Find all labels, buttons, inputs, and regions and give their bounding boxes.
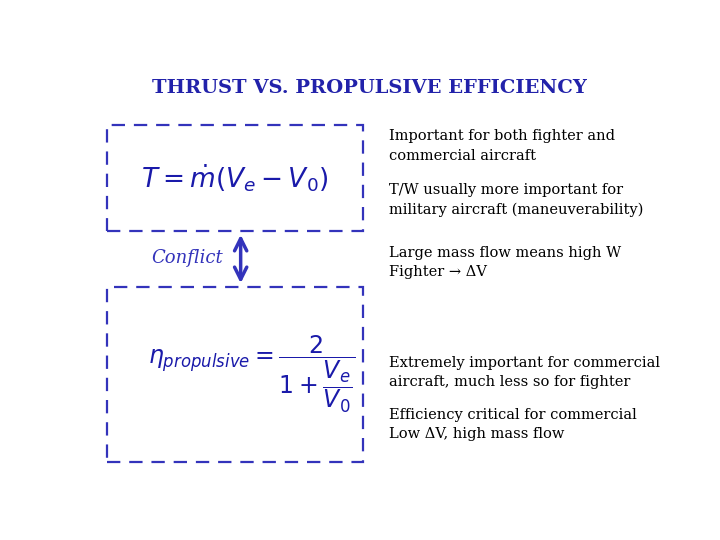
Text: T/W usually more important for
military aircraft (maneuverability): T/W usually more important for military … <box>389 183 643 218</box>
FancyBboxPatch shape <box>107 287 364 462</box>
Text: Efficiency critical for commercial
Low ΔV, high mass flow: Efficiency critical for commercial Low Δ… <box>389 408 636 441</box>
Text: THRUST VS. PROPULSIVE EFFICIENCY: THRUST VS. PROPULSIVE EFFICIENCY <box>152 79 586 97</box>
Text: $\eta_{propulsive} = \dfrac{2}{1 + \dfrac{V_e}{V_0}}$: $\eta_{propulsive} = \dfrac{2}{1 + \dfra… <box>148 334 356 415</box>
Text: $T = \dot{m}(V_e - V_0)$: $T = \dot{m}(V_e - V_0)$ <box>141 162 329 194</box>
Text: Large mass flow means high W
Fighter → ΔV: Large mass flow means high W Fighter → Δ… <box>389 246 621 279</box>
Text: Conflict: Conflict <box>152 249 223 267</box>
Text: Extremely important for commercial
aircraft, much less so for fighter: Extremely important for commercial aircr… <box>389 356 660 389</box>
Text: Important for both fighter and
commercial aircraft: Important for both fighter and commercia… <box>389 129 615 163</box>
FancyBboxPatch shape <box>107 125 364 231</box>
